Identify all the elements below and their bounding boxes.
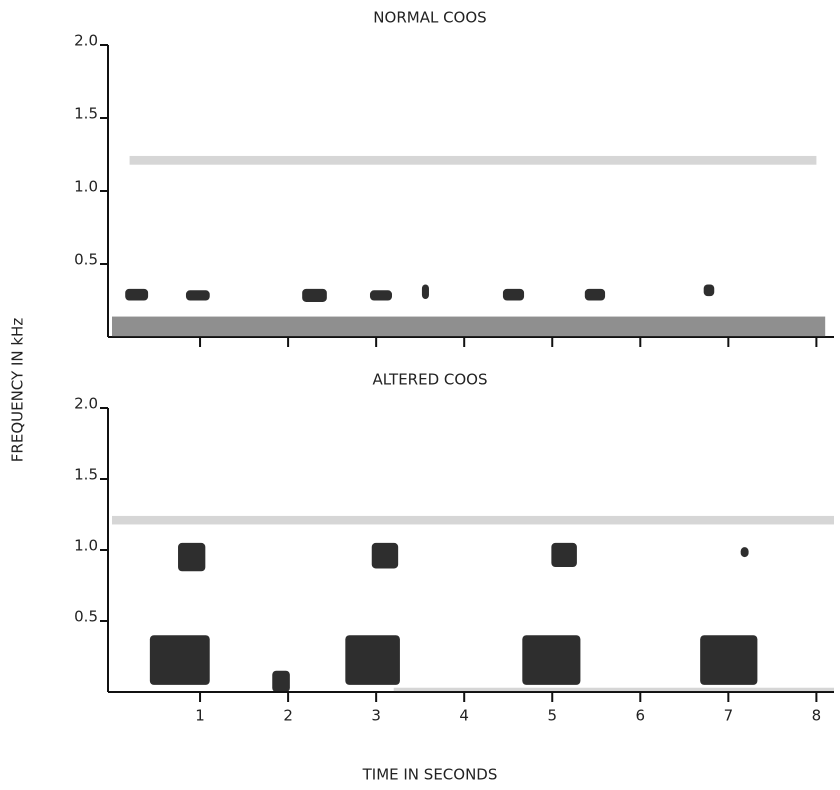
syllable xyxy=(369,290,392,301)
x-tick-label: 6 xyxy=(636,707,646,725)
x-tick-label: 2 xyxy=(283,707,293,725)
y-tick-label: 2.0 xyxy=(74,395,98,413)
syllable xyxy=(740,547,749,558)
y-tick-label: 1.0 xyxy=(74,178,98,196)
y-tick-label: 0.5 xyxy=(74,608,98,626)
noise-band xyxy=(112,515,834,525)
syllable xyxy=(584,288,606,301)
y-tick-label: 1.5 xyxy=(74,466,98,484)
x-tick-label: 8 xyxy=(812,707,822,725)
syllable xyxy=(700,635,758,685)
syllable xyxy=(551,542,577,568)
syllable xyxy=(502,288,525,301)
syllable xyxy=(185,290,210,301)
syllable xyxy=(178,542,206,572)
syllable xyxy=(703,284,715,297)
syllable xyxy=(149,635,210,685)
x-tick-label: 5 xyxy=(547,707,557,725)
syllable xyxy=(272,670,290,692)
y-tick-label: 1.0 xyxy=(74,537,98,555)
syllable xyxy=(371,542,399,569)
panel-title: NORMAL COOS xyxy=(373,9,486,27)
noise-band xyxy=(129,155,817,165)
panel-title: ALTERED COOS xyxy=(372,371,487,389)
noise-band xyxy=(112,316,826,337)
y-tick-label: 2.0 xyxy=(74,32,98,50)
syllable xyxy=(125,288,149,301)
x-axis-label: TIME IN SECONDS xyxy=(362,766,498,784)
y-tick-label: 1.5 xyxy=(74,105,98,123)
noise-band xyxy=(393,687,834,692)
syllable xyxy=(421,284,429,300)
x-tick-label: 3 xyxy=(371,707,381,725)
syllable xyxy=(302,288,327,302)
x-tick-label: 1 xyxy=(195,707,205,725)
y-axis-label: FREQUENCY IN kHz xyxy=(9,318,27,463)
syllable xyxy=(522,635,581,685)
x-tick-label: 7 xyxy=(724,707,734,725)
x-tick-label: 4 xyxy=(459,707,469,725)
syllable xyxy=(345,635,400,685)
y-tick-label: 0.5 xyxy=(74,251,98,269)
